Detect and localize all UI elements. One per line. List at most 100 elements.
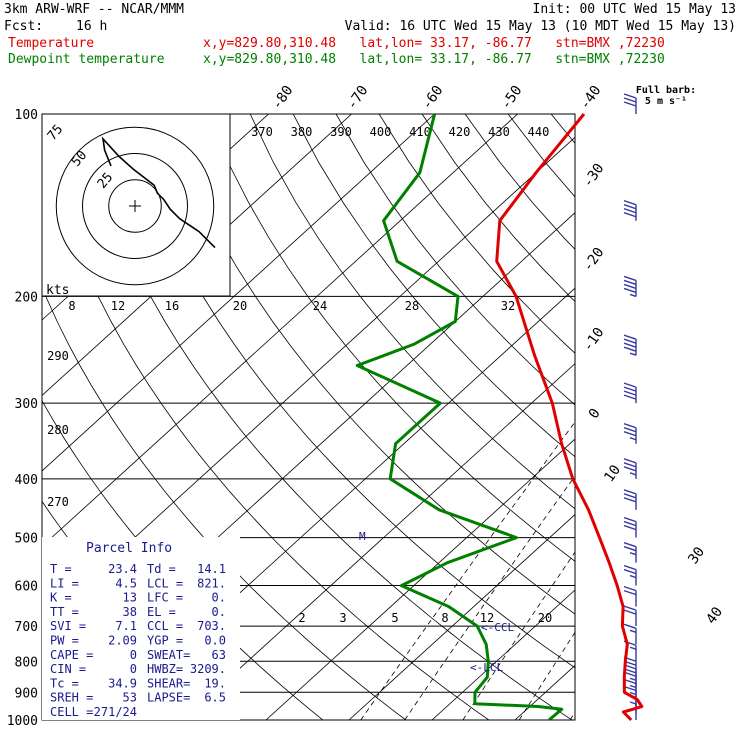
wind-barb-flag	[629, 684, 637, 689]
wind-barb-flag	[623, 97, 637, 103]
isotherm-label: -30	[580, 161, 608, 191]
mixing-ratio-label: 8	[68, 299, 75, 313]
ccl-marker: <-CCL	[481, 621, 514, 634]
dry-adiabat	[680, 114, 740, 720]
wind-barb-flag	[623, 279, 637, 286]
mixing-ratio-line	[662, 296, 740, 720]
wind-barb-flag	[623, 338, 637, 344]
pressure-tick-label: 1000	[7, 714, 38, 729]
pressure-tick-label: 800	[15, 655, 38, 670]
model-title: 3km ARW-WRF -- NCAR/MMM	[4, 2, 185, 17]
parcel-stat-value: 13	[123, 591, 137, 605]
hodograph-ring	[108, 179, 162, 233]
isotherm-label: -40	[577, 83, 605, 113]
mixing-ratio-line	[518, 631, 575, 720]
parcel-stat-label: SHEAR=	[147, 676, 190, 690]
wind-barb-flag	[623, 524, 637, 531]
isotherm-line	[514, 664, 575, 720]
pressure-tick-label: 500	[15, 532, 38, 547]
temperature-location: x,y=829.80,310.48 lat,lon= 33.17, -86.77…	[203, 36, 665, 51]
dry-adiabat	[163, 114, 575, 615]
wind-barb-flag	[623, 564, 637, 571]
isotherm-line	[182, 363, 575, 720]
parcel-stat-value: 4.5	[115, 576, 137, 590]
parcel-stat-label: SREH =	[50, 691, 93, 705]
parcel-stat-value: 53	[123, 691, 137, 705]
wind-barb-flag	[623, 568, 637, 575]
wind-barb-flag	[623, 283, 637, 290]
wind-barb-flag	[623, 623, 637, 629]
wind-barb-flag	[623, 93, 637, 99]
mixing-ratio-label: 12	[480, 611, 494, 625]
mixing-ratio-line	[360, 421, 575, 720]
mixing-ratio-label: 2	[298, 611, 305, 625]
dry-adiabat	[292, 114, 575, 458]
dry-adiabat	[206, 114, 575, 562]
parcel-stat-label: Td =	[147, 562, 176, 576]
isotherm-line	[598, 114, 740, 720]
parcel-stat-label: HWBZ=	[147, 662, 183, 676]
wind-barb-flag	[623, 545, 637, 552]
wind-barb-flag	[623, 200, 637, 206]
temperature-legend: Temperature	[8, 36, 95, 51]
parcel-stat-label: LI =	[50, 576, 79, 590]
dry-adiabat	[120, 114, 575, 669]
wind-barb-flag	[623, 427, 637, 433]
wind-barb-flag	[623, 493, 637, 499]
wind-barb-flag	[629, 629, 637, 633]
parcel-stat-label: YGP =	[147, 634, 183, 648]
isotherm-label: -80	[269, 83, 297, 113]
barb-legend-title: Full barb:	[636, 85, 696, 96]
isotherm-line	[681, 114, 740, 720]
wind-barb-flag	[623, 342, 637, 348]
isotherm-label: -50	[498, 83, 526, 113]
parcel-stat-label: TT =	[50, 605, 79, 619]
wind-barb-flag	[623, 204, 637, 210]
theta-side-label: 270	[47, 495, 69, 509]
wind-barb-flag	[629, 472, 637, 476]
wind-barb-flag	[623, 520, 637, 527]
pressure-tick-label: 600	[15, 580, 38, 595]
wind-barb-flag	[623, 212, 637, 218]
parcel-stat-value: 0.	[212, 591, 226, 605]
parcel-info-title: Parcel Info	[86, 541, 172, 556]
parcel-stat-value: 0.0	[204, 634, 226, 648]
wind-barb-flag	[629, 701, 637, 705]
wind-barb-flag	[623, 489, 637, 495]
mixing-ratio-line	[569, 711, 575, 720]
isotherm-label: 10	[601, 462, 624, 485]
mixing-ratio-label: 28	[405, 299, 419, 313]
wind-barb-flag	[623, 382, 637, 388]
parcel-stat-label: LAPSE=	[147, 691, 190, 705]
parcel-stat-label: LFC =	[147, 591, 183, 605]
theta-label: 400	[370, 125, 392, 139]
wind-barb-flag	[623, 346, 637, 352]
wind-barb-flag	[629, 574, 637, 579]
wind-barb-flag	[623, 462, 637, 468]
mixing-ratio-label: 24	[313, 299, 327, 313]
parcel-stat-value: 19.	[204, 676, 226, 690]
wind-barb-flag	[623, 497, 637, 503]
isotherm-label: 40	[703, 604, 726, 627]
isotherm-label: -70	[344, 83, 372, 113]
forecast-label: Fcst:	[4, 19, 44, 34]
parcel-info-box	[42, 537, 240, 720]
isotherm-label: 0	[586, 406, 604, 422]
hodograph-ring	[82, 153, 188, 259]
wind-barb-flag	[629, 437, 637, 441]
wind-barb-flag	[623, 208, 637, 214]
wind-barb-flag	[623, 678, 637, 685]
pressure-tick-label: 200	[15, 290, 38, 305]
wind-barb-flag	[623, 458, 637, 464]
theta-label: 440	[528, 125, 550, 139]
theta-label: 370	[251, 125, 273, 139]
isotherm-label: -60	[419, 83, 447, 113]
wind-barb-flag	[629, 293, 637, 298]
wind-barb-flag	[629, 352, 637, 356]
parcel-stat-label: Tc =	[50, 676, 79, 690]
parcel-stat-value: 0.	[212, 605, 226, 619]
isotherm-label: 30	[685, 544, 708, 567]
parcel-stat-value: 6.5	[204, 691, 226, 705]
wind-barb-flag	[629, 677, 637, 681]
mixing-ratio-line	[404, 475, 575, 720]
